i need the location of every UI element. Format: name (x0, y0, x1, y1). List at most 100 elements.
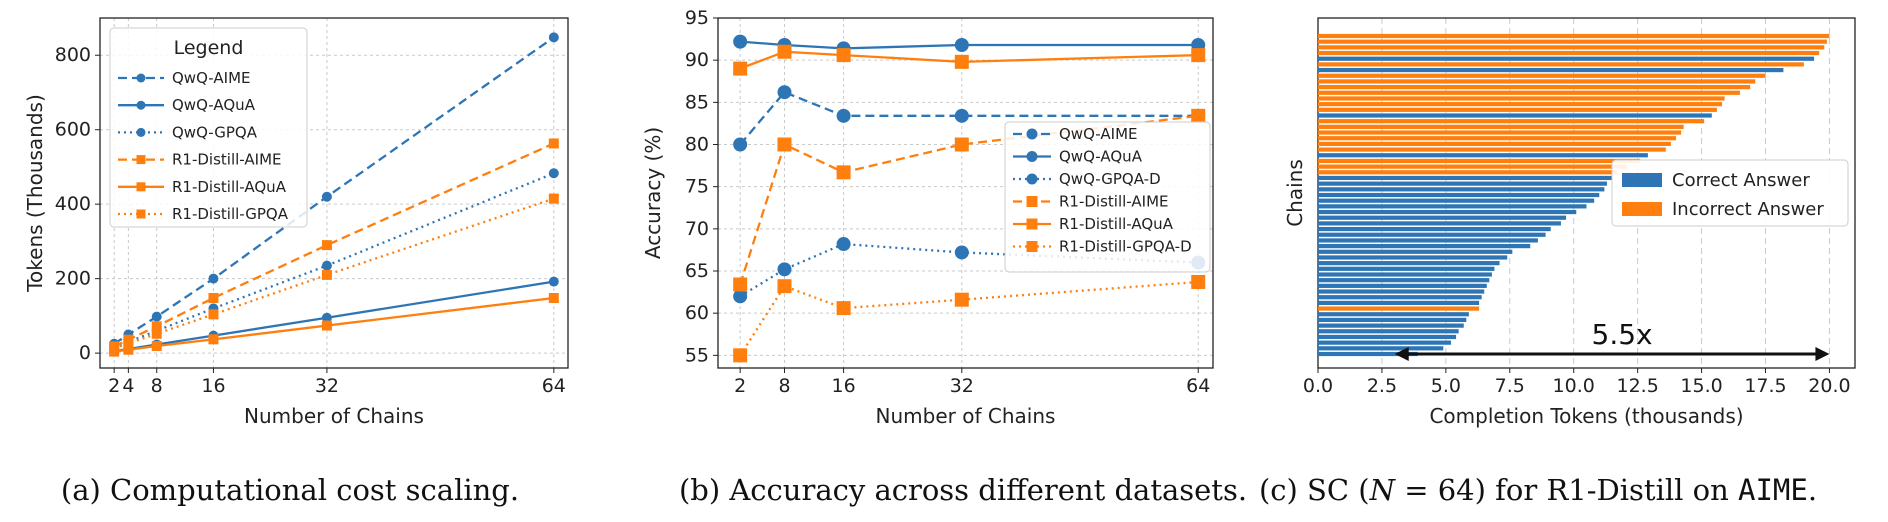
plot-frame (717, 17, 1214, 369)
point-qwq-gpqa (548, 168, 559, 179)
legend-swatch-incorrect-answer (1622, 202, 1662, 216)
legend-entry-r1-distill-aime: R1-Distill-AIME (1059, 193, 1168, 211)
bar-incorrect (1318, 33, 1830, 39)
bar-incorrect (1318, 147, 1666, 152)
y-tick-label: 60 (685, 302, 709, 324)
point-r1-distill-gpqa-d (733, 348, 748, 363)
bar-incorrect (1318, 164, 1628, 169)
legend-swatch-marker (1026, 218, 1038, 230)
legend-swatch-marker (1026, 173, 1038, 185)
bar-incorrect (1318, 62, 1804, 67)
point-r1-distill-gpqa (208, 309, 219, 320)
legend-swatch-marker (136, 155, 146, 165)
legend-entry-r1-distill-gpqa: R1-Distill-GPQA (172, 205, 289, 223)
bar-correct (1318, 289, 1485, 294)
x-axis-label: Completion Tokens (thousands) (1429, 404, 1743, 428)
legend-swatch-marker (1026, 151, 1038, 162)
bar-correct (1318, 56, 1815, 61)
caption-c: (c) SC (N = 64) for R1-Distill on AIME. (1259, 473, 1817, 507)
caption-c-prefix: (c) SC ( (1259, 473, 1370, 507)
bar-incorrect (1318, 45, 1825, 50)
bar-incorrect (1318, 50, 1820, 56)
bar-incorrect (1318, 39, 1827, 44)
x-tick-label: 0.0 (1303, 375, 1333, 397)
bar-correct (1318, 295, 1482, 300)
bar-correct (1318, 244, 1531, 249)
chart-a-computational-cost: 2 4 8 16 32 64 0 200 400 600 800 Number of Chains To… (23, 17, 569, 428)
annotation-arrow-head-left (1394, 347, 1409, 361)
bar-incorrect (1318, 96, 1725, 101)
series-line-r1-distill-aqua (114, 296, 554, 353)
legend-entry-qwq-aime: QwQ-AIME (1059, 125, 1138, 143)
legend-entry-r1-distill-gpqa-d: R1-Distill-GPQA-D (1059, 238, 1192, 256)
x-tick-label: 2.5 (1367, 375, 1397, 397)
x-tick-label: 10.0 (1553, 375, 1595, 397)
point-qwq-aqua (548, 276, 559, 287)
chart-c-completion-tokens: 0.0 2.5 5.0 7.5 10.0 12.5 15.0 17.5 20.0 Completi… (1283, 17, 1856, 428)
point-r1-distill-aqua (208, 334, 219, 345)
bar-incorrect (1318, 107, 1717, 112)
x-tick-label: 5.0 (1431, 375, 1461, 397)
bar-correct (1318, 334, 1457, 340)
y-axis-label: Chains (1283, 159, 1307, 227)
legend-swatch-correct-answer (1622, 173, 1662, 187)
point-r1-distill-gpqa (321, 269, 332, 280)
y-tick-label: 0 (79, 342, 91, 364)
y-tick-label: 75 (685, 176, 709, 198)
legend-swatch-marker (136, 100, 146, 110)
point-qwq-aime (208, 273, 219, 284)
x-tick-label: 2 (108, 375, 120, 397)
x-tick-label: 64 (542, 375, 566, 397)
legend-entry-qwq-aime: QwQ-AIME (172, 69, 251, 87)
bar-correct (1318, 261, 1500, 266)
point-r1-distill-aqua (151, 341, 162, 352)
point-r1-distill-gpqa-d (777, 279, 792, 294)
x-tick-label: 12.5 (1616, 375, 1658, 397)
bar-correct (1318, 226, 1551, 232)
point-r1-distill-aqua (954, 54, 969, 69)
bar-correct (1318, 329, 1459, 334)
bar-correct (1318, 198, 1595, 203)
point-qwq-gpqa-d (954, 245, 969, 260)
bar-correct (1318, 323, 1464, 328)
bar-correct (1318, 317, 1467, 323)
bar-incorrect (1318, 124, 1684, 129)
caption-c-variable: N (1369, 473, 1397, 507)
caption-c-middle: = 64) for R1-Distill on (1395, 473, 1738, 507)
x-tick-label: 2 (734, 375, 746, 397)
point-r1-distill-gpqa (109, 343, 120, 354)
bar-correct (1318, 300, 1480, 305)
point-r1-distill-aime (836, 165, 851, 180)
bar-correct (1318, 67, 1784, 73)
x-tick-label: 8 (151, 375, 163, 397)
point-qwq-aime (836, 108, 851, 123)
point-r1-distill-aime (321, 240, 332, 251)
bar-incorrect (1318, 85, 1751, 90)
x-tick-label: 32 (950, 375, 974, 397)
legend-entry-incorrect-answer: Incorrect Answer (1672, 199, 1824, 220)
point-r1-distill-aqua (777, 44, 792, 59)
point-qwq-aime (548, 32, 559, 43)
legend-box (1004, 121, 1211, 273)
x-tick-label: 64 (1186, 375, 1210, 397)
legend-swatch-marker (136, 127, 146, 137)
legend-entry-qwq-gpqa: QwQ-GPQA (172, 123, 258, 141)
legend-entry-correct-answer: Correct Answer (1672, 170, 1810, 191)
bar-correct (1318, 232, 1546, 237)
x-tick-label: 16 (832, 375, 856, 397)
point-r1-distill-gpqa (548, 193, 559, 204)
point-r1-distill-gpqa-d (1191, 274, 1206, 289)
y-tick-label: 70 (685, 218, 709, 240)
legend-swatch-marker (1026, 196, 1038, 207)
bar-correct (1318, 351, 1418, 357)
legend-entry-r1-distill-aime: R1-Distill-AIME (172, 151, 281, 169)
legend-swatch-marker (136, 209, 146, 219)
bar-correct (1318, 192, 1600, 198)
point-qwq-aqua (954, 37, 969, 52)
bar-correct (1318, 272, 1492, 277)
bar-correct (1318, 153, 1648, 158)
caption-c-dataset: AIME (1738, 473, 1808, 507)
bar-correct (1318, 215, 1567, 220)
y-tick-label: 65 (685, 260, 709, 282)
plot-frame (99, 17, 569, 369)
